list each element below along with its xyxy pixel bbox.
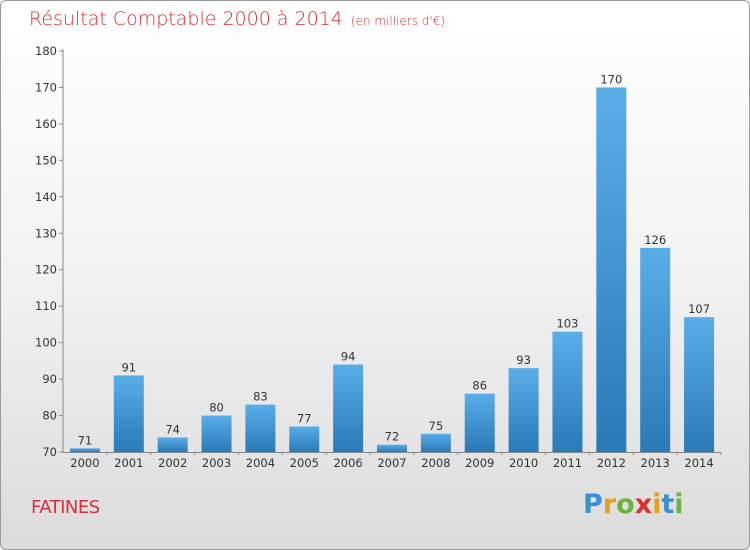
- y-tick-label: 80: [42, 409, 57, 423]
- y-tick-label: 130: [35, 226, 57, 240]
- data-label-2014: 107: [688, 302, 710, 316]
- bar-2011: [552, 331, 583, 452]
- bar-2012: [596, 87, 627, 453]
- commune-name: FATINES: [31, 497, 100, 518]
- bar-2009: [464, 393, 495, 452]
- y-tick-label: 110: [35, 299, 57, 313]
- x-tick-label-2002: 2002: [158, 456, 187, 470]
- y-tick-label: 160: [35, 117, 57, 131]
- data-label-2009: 86: [472, 379, 487, 393]
- x-tick-label-2012: 2012: [597, 456, 626, 470]
- x-tick-label-2007: 2007: [377, 456, 406, 470]
- data-label-2013: 126: [644, 233, 666, 247]
- data-labels: 71 91 74 80 83 77 94 72 75 86 93 103 170 126 107: [78, 72, 710, 447]
- bar-2008: [420, 433, 451, 452]
- y-tick-label: 100: [35, 336, 57, 350]
- x-tick-label-2013: 2013: [641, 456, 670, 470]
- bar-2005: [289, 426, 320, 452]
- y-tick-label: 120: [35, 263, 57, 277]
- x-tick-label-2006: 2006: [333, 456, 362, 470]
- y-tick-label: 90: [42, 372, 57, 386]
- bar-2002: [157, 437, 188, 452]
- bar-2003: [201, 415, 232, 452]
- data-label-2012: 170: [600, 72, 622, 86]
- y-tick-label: 170: [35, 80, 57, 94]
- x-tick-label-2004: 2004: [246, 456, 275, 470]
- data-label-2011: 103: [556, 317, 578, 331]
- bar-2004: [245, 404, 276, 452]
- bar-2007: [377, 444, 407, 452]
- logo-letter: t: [661, 489, 675, 520]
- bar-2001: [113, 375, 144, 452]
- bars: [69, 87, 715, 453]
- logo-letter: r: [602, 489, 617, 520]
- data-label-2006: 94: [341, 350, 356, 364]
- y-tick-label: 140: [35, 190, 57, 204]
- x-tick-label-2009: 2009: [465, 456, 494, 470]
- logo-letter: x: [634, 489, 653, 520]
- x-tick-label-2011: 2011: [553, 456, 582, 470]
- y-tick-label: 150: [35, 153, 57, 167]
- x-tick-label-2003: 2003: [202, 456, 231, 470]
- x-tick-label-2008: 2008: [421, 456, 450, 470]
- bar-2014: [684, 317, 715, 452]
- chart-title: Résultat Comptable 2000 à 2014 (en millie…: [29, 8, 446, 30]
- proxiti-logo: Proxiti: [583, 489, 684, 520]
- logo-letter: i: [652, 489, 662, 520]
- x-tick-label-2000: 2000: [70, 456, 99, 470]
- y-tick-label: 180: [35, 44, 57, 58]
- data-label-2010: 93: [516, 353, 531, 367]
- data-label-2005: 77: [297, 411, 312, 425]
- bar-2000: [69, 448, 100, 452]
- data-label-2002: 74: [165, 422, 180, 436]
- bar-2010: [508, 368, 539, 452]
- data-label-2003: 80: [209, 401, 224, 415]
- x-tick-label-2014: 2014: [684, 456, 713, 470]
- axes: 70 80 90 100 110 120 130 140 150 160 170 180 2000 200…: [35, 44, 722, 470]
- data-label-2004: 83: [253, 390, 268, 404]
- bar-2013: [640, 247, 671, 452]
- logo-letter: o: [616, 489, 635, 520]
- chart-subtitle: (en milliers d'€): [350, 14, 446, 28]
- x-tick-label-2005: 2005: [290, 456, 319, 470]
- logo-letter: i: [674, 489, 684, 520]
- data-label-2008: 75: [429, 419, 444, 433]
- bar-2006: [333, 364, 364, 452]
- y-tick-label: 70: [42, 445, 57, 459]
- x-tick-label-2010: 2010: [509, 456, 538, 470]
- x-tick-label-2001: 2001: [114, 456, 143, 470]
- data-label-2000: 71: [78, 433, 93, 447]
- data-label-2001: 91: [121, 360, 136, 374]
- logo-letter: P: [583, 489, 603, 520]
- data-label-2007: 72: [385, 430, 400, 444]
